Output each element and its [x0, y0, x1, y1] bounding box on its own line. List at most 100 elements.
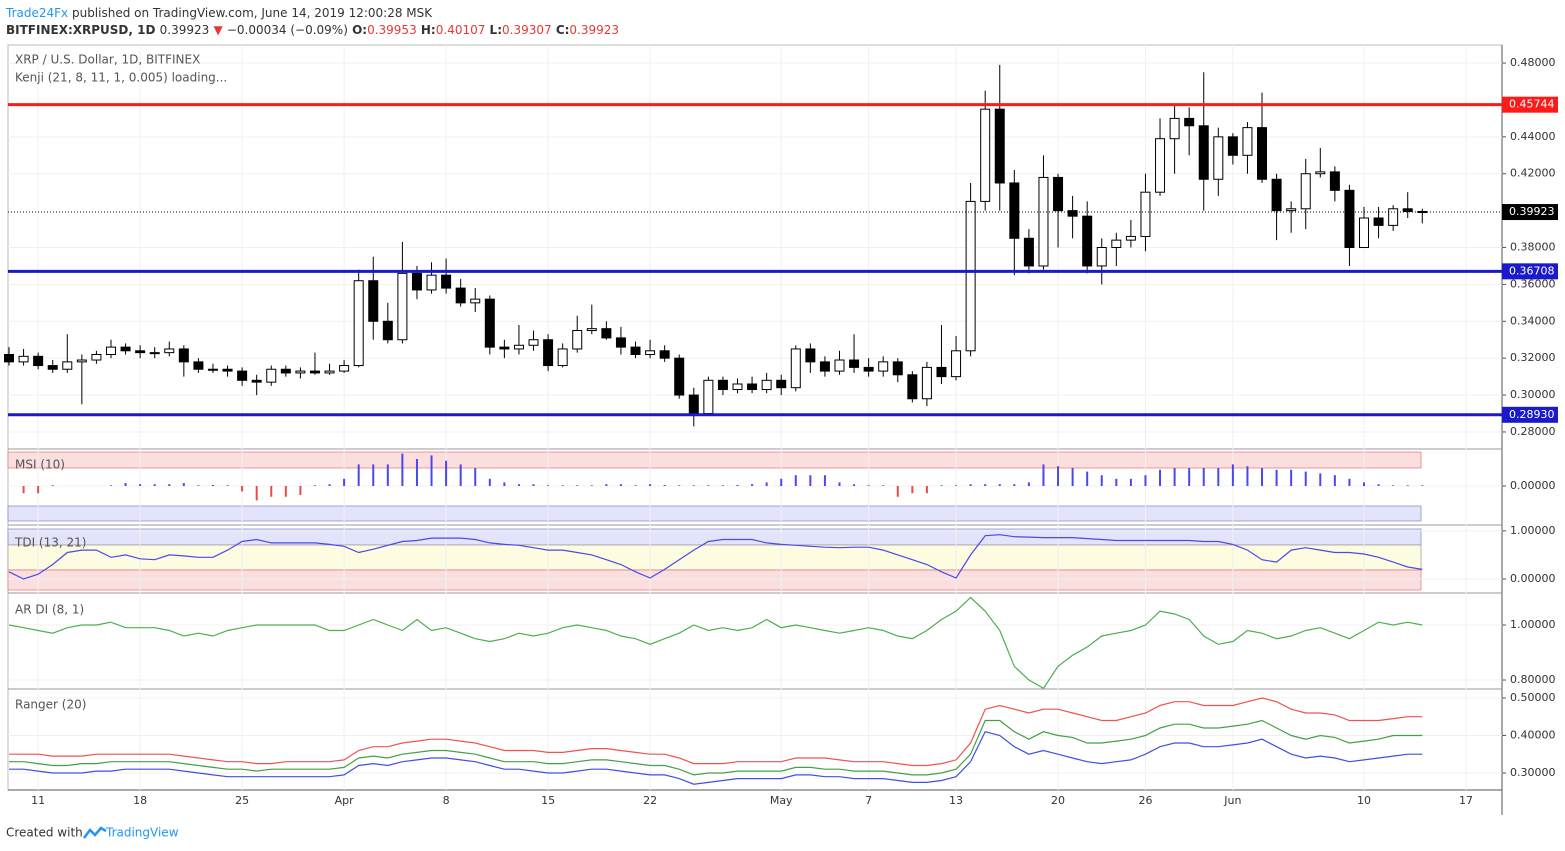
candle-body — [237, 370, 248, 381]
x-tick-label: 26 — [1138, 794, 1152, 807]
candle-body — [586, 328, 597, 332]
l-value: 0.39307 — [502, 23, 552, 37]
frame — [7, 44, 1503, 791]
candle-body — [819, 361, 830, 372]
candle-body — [339, 365, 350, 372]
y-tick-label: 0.00000 — [1510, 479, 1556, 492]
published: published on TradingView.com, June 14, 2… — [72, 6, 433, 20]
y-tick-label: 0.00000 — [1510, 572, 1556, 585]
x-tick-label: Jun — [1223, 794, 1241, 807]
candle-body — [513, 344, 524, 350]
y-tick-label: 0.34000 — [1510, 314, 1556, 327]
o-value: 0.39953 — [367, 23, 417, 37]
candle-body — [1140, 191, 1151, 237]
candle-body — [1198, 125, 1209, 180]
chart-subtitle: Kenji (21, 8, 11, 1, 0.005) loading... — [15, 71, 227, 85]
x-tick-label: 7 — [865, 794, 872, 807]
candle-body — [543, 339, 554, 367]
last-price-tag — [1502, 204, 1558, 221]
candle-body — [120, 346, 131, 352]
y-tick-label: 0.28000 — [1510, 425, 1556, 438]
y-tick-label: 0.42000 — [1510, 167, 1556, 180]
arrow: ▼ — [213, 23, 223, 37]
tdi-lower-zone — [7, 569, 1422, 591]
y-tick-label: 0.30000 — [1510, 766, 1556, 779]
candle-body — [557, 348, 568, 367]
candle-body — [834, 359, 845, 372]
change: −0.00034 (−0.09%) — [227, 23, 348, 37]
y-tick-label: 0.36000 — [1510, 277, 1556, 290]
x-tick-label: 13 — [949, 794, 963, 807]
candle-body — [91, 353, 102, 361]
candle-body — [470, 298, 481, 304]
candle-body — [572, 330, 583, 350]
candle-body — [601, 328, 612, 339]
candle-body — [1227, 136, 1238, 156]
tv-logo — [83, 826, 107, 839]
pane-separators — [8, 448, 1502, 690]
candle-body — [251, 379, 262, 383]
candle-body — [1402, 208, 1413, 212]
indicator-line — [9, 719, 1423, 776]
candle-body — [164, 348, 175, 354]
candle-body — [178, 348, 189, 363]
candle-body — [207, 368, 218, 371]
y-tick-label: 0.32000 — [1510, 351, 1556, 364]
author: Trade24Fx — [5, 6, 68, 20]
level-tag — [1502, 96, 1558, 113]
candle-body — [1155, 138, 1166, 193]
candle-body — [805, 348, 816, 363]
indicator-line — [8, 534, 1423, 580]
pane-title: TDI (13, 21) — [14, 536, 86, 550]
candle-body — [1125, 235, 1136, 241]
x-tick-label: 18 — [133, 794, 147, 807]
candle-body — [645, 350, 656, 355]
x-tick-label: 11 — [31, 794, 45, 807]
candle-body — [266, 368, 277, 383]
candle-body — [878, 361, 889, 372]
candle-body — [1023, 237, 1034, 267]
candle-body — [688, 394, 699, 415]
level-tag — [1502, 406, 1558, 423]
candle-body — [222, 368, 233, 372]
pane-title: XRP / U.S. Dollar, 1D, BITFINEX — [15, 53, 200, 67]
h-label: H: — [421, 23, 436, 37]
x-tick-label: 20 — [1051, 794, 1065, 807]
candle-body — [1388, 208, 1399, 226]
candle-body — [732, 383, 743, 391]
candle-body — [353, 280, 364, 367]
candle-body — [936, 366, 947, 378]
y-tick-label: 1.00000 — [1510, 524, 1556, 537]
candle-body — [863, 366, 874, 372]
o-label: O: — [352, 23, 367, 37]
candle-body — [1257, 127, 1268, 180]
c-label: C: — [556, 23, 570, 37]
candle-body — [907, 374, 918, 400]
candle-body — [1184, 117, 1195, 127]
candle-body — [309, 370, 320, 374]
candle-body — [484, 298, 495, 348]
x-tick-label: 15 — [541, 794, 555, 807]
candle-body — [1417, 210, 1428, 213]
candle-body — [1271, 178, 1282, 212]
candle-body — [659, 350, 670, 359]
candle-body — [135, 350, 146, 354]
candle-body — [295, 370, 306, 374]
level-label: 0.28930 — [1509, 408, 1555, 421]
candle-body — [426, 274, 437, 291]
y-tick-label: 0.30000 — [1510, 388, 1556, 401]
c-value: 0.39923 — [569, 23, 619, 37]
created-with: Created with — [6, 826, 83, 840]
candle-body — [1300, 173, 1311, 210]
candle-body — [280, 368, 291, 374]
candle-body — [761, 379, 772, 391]
candle-body — [382, 320, 393, 341]
candle-body — [1373, 217, 1384, 226]
candle-body — [1009, 182, 1020, 239]
candle-body — [717, 379, 728, 391]
candle-body — [1329, 171, 1340, 191]
candle-body — [47, 365, 58, 370]
candle-body — [76, 359, 87, 363]
candle-body — [921, 366, 932, 400]
